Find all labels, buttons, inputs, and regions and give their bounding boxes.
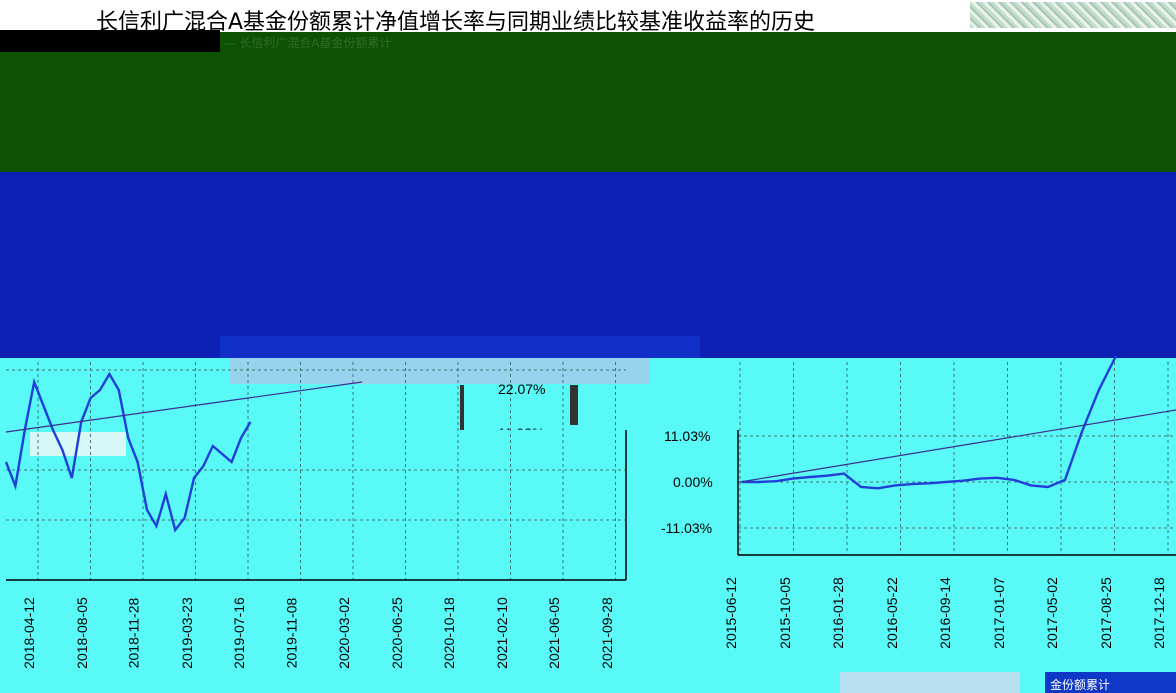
legend-label: — 长信利广混合A基金份额累计 [224, 36, 392, 50]
right-x-tick-label: 2017-08-25 [1097, 577, 1114, 649]
right-y-tick-label: 0.00% [673, 474, 713, 490]
right-trend-line [739, 409, 1176, 483]
left-x-tick-label: 2021-02-10 [493, 597, 510, 669]
left-x-tick-label: 2020-10-18 [440, 597, 457, 669]
right-x-tick-label: 2015-06-12 [722, 577, 739, 649]
right-x-tick-label: 2016-09-14 [936, 577, 953, 649]
left-y-tick-label: 22.07% [498, 381, 546, 397]
background-band-blue [0, 172, 1176, 358]
left-trend-line [5, 381, 363, 433]
left-x-tick-label: 2020-03-02 [335, 597, 352, 669]
right-chart-grid [738, 362, 1176, 555]
right-series-line [742, 355, 1118, 490]
left-x-tick-label: 2018-08-05 [73, 597, 90, 669]
right-x-tick-label: 2016-01-28 [829, 577, 846, 649]
right-x-tick-label: 2015-10-05 [776, 577, 793, 649]
artifact-noise-bottom [840, 672, 1020, 693]
right-x-tick-label: 2017-01-07 [990, 577, 1007, 649]
left-y-tick-label: 11.03% [498, 425, 544, 430]
artifact-strip [220, 336, 700, 358]
left-series-line [4, 371, 252, 533]
artifact-noise [970, 2, 1176, 28]
left-x-tick-label: 2018-04-12 [20, 597, 37, 669]
right-x-tick-label: 2017-12-18 [1150, 577, 1167, 649]
background-band-green [0, 30, 1176, 172]
legend-fragment-box [1045, 672, 1176, 693]
left-x-tick-label: 2021-06-05 [545, 597, 562, 669]
left-x-tick-label: 2019-03-23 [178, 597, 195, 669]
left-x-tick-label: 2019-07-16 [230, 597, 247, 669]
legend-swatch [0, 30, 220, 52]
left-x-tick-label: 2019-11-08 [282, 597, 299, 669]
left-x-tick-label: 2021-09-28 [598, 597, 615, 669]
right-x-tick-label: 2016-05-22 [883, 577, 900, 649]
legend-fragment-text: 金份额累计 [1050, 678, 1111, 692]
right-y-tick-label: 11.03% [664, 428, 711, 444]
artifact-bar [460, 385, 464, 430]
right-x-tick-label: 2017-05-02 [1043, 577, 1060, 649]
right-y-tick-label: -11.03% [661, 520, 713, 536]
left-x-tick-label: 2018-11-28 [125, 597, 142, 669]
left-x-tick-label: 2020-06-25 [388, 597, 405, 669]
artifact-bar-2 [570, 385, 578, 425]
artifact-strip-2 [230, 358, 650, 384]
